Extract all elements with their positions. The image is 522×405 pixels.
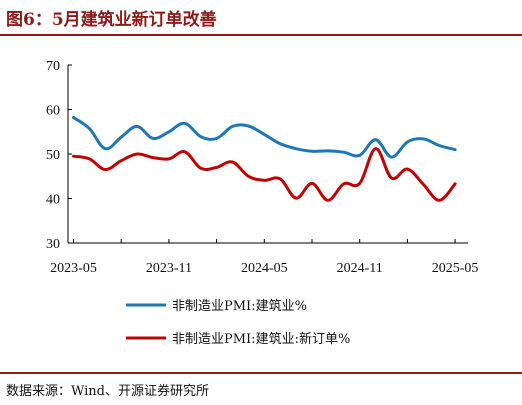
- legend-label: 非制造业PMI:建筑业%: [172, 298, 307, 314]
- footer-divider: [0, 372, 522, 374]
- chart-series: [72, 116, 457, 202]
- y-tick-label: 40: [46, 193, 60, 208]
- y-tick-label: 50: [46, 148, 60, 163]
- x-tick-label: 2024-05: [241, 261, 288, 276]
- y-tick-label: 70: [46, 59, 60, 74]
- chart-axes: 30 40 50 60 70 2023-05 2023-11 2024-05 2024-11 20…: [46, 59, 478, 276]
- series-line-construction-pmi: [72, 116, 457, 159]
- x-tick-label: 2024-11: [337, 261, 383, 276]
- y-tick-label: 30: [46, 237, 60, 252]
- title-bar: 图6：5月建筑业新订单改善: [0, 0, 522, 36]
- series-line-construction-new-orders: [72, 147, 457, 202]
- chart-legend: 非制造业PMI:建筑业% 非制造业PMI:建筑业:新订单%: [126, 298, 350, 347]
- x-tick-label: 2023-05: [50, 261, 97, 276]
- y-tick-label: 60: [46, 104, 60, 119]
- figure-title: 图6：5月建筑业新订单改善: [6, 10, 217, 30]
- data-source: 数据来源：Wind、开源证券研究所: [6, 384, 209, 399]
- x-tick-label: 2023-11: [146, 261, 192, 276]
- legend-label: 非制造业PMI:建筑业:新订单%: [172, 331, 350, 347]
- line-chart: 30 40 50 60 70 2023-05 2023-11 2024-05 2024-11 20…: [46, 59, 478, 347]
- x-tick-label: 2025-05: [432, 261, 479, 276]
